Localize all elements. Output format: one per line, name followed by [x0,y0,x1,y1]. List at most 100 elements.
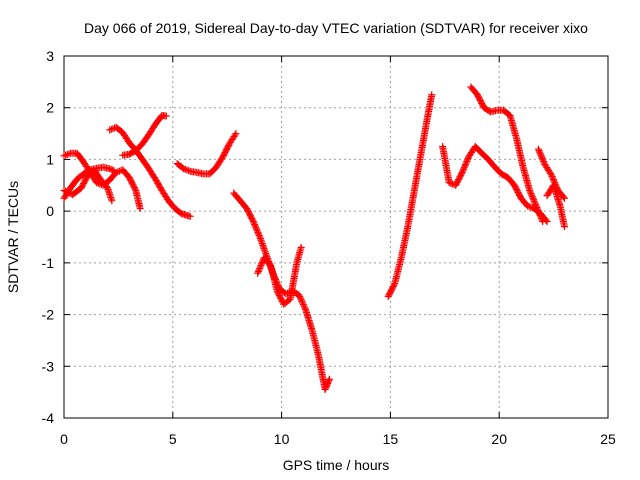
data-point [186,212,194,220]
x-tick-label: 15 [383,431,399,447]
series-arc12 [534,145,568,202]
data-point [461,162,469,170]
y-tick-label: 1 [46,151,54,167]
y-tick-label: 2 [46,100,54,116]
series-arc7 [230,189,333,394]
data-point [445,179,453,187]
data-point [255,266,263,274]
data-point [136,205,144,213]
data-point [60,152,68,160]
series-arc6 [173,130,240,178]
data-point [256,265,264,273]
data-point [458,168,466,176]
data-point [250,219,258,227]
data-point [527,203,535,211]
series-arc11 [467,83,547,225]
data-points [60,83,568,394]
data-point [462,159,470,167]
data-point [540,159,548,167]
y-axis-label: SDTVAR / TECUs [5,181,21,293]
data-point [131,185,139,193]
data-point [254,269,262,277]
data-point [106,126,114,134]
grid [64,56,608,418]
series-arc10 [439,143,551,225]
data-point [539,156,547,164]
x-tick-label: 25 [600,431,616,447]
data-point [322,383,330,391]
data-point [559,193,567,201]
data-point [528,191,536,199]
data-point [300,302,308,310]
data-point [321,386,329,394]
data-point [231,131,239,139]
data-point [255,230,263,238]
data-point [258,258,266,266]
data-point [181,165,189,173]
data-point [528,193,536,201]
data-point [534,207,542,215]
series-arc13 [543,181,568,231]
data-point [63,151,71,159]
data-point [464,154,472,162]
data-point [296,293,304,301]
data-point [460,164,468,172]
ticks: 0 5 10 15 20 25 -4 -3 -2 -1 0 1 2 3 [42,48,616,447]
data-point [251,222,259,230]
data-point [93,179,101,187]
data-point [460,165,468,173]
data-point [299,299,307,307]
data-point [527,190,535,198]
x-tick-label: 20 [491,431,507,447]
data-point [549,174,557,182]
data-point [254,228,262,236]
data-point [232,130,240,138]
data-point [322,384,330,392]
data-point [301,304,309,312]
x-tick-label: 10 [274,431,290,447]
data-point [525,203,533,211]
data-point [252,224,260,232]
data-point [536,150,544,158]
data-point [65,150,73,158]
data-point [324,380,332,388]
x-tick-label: 5 [169,431,177,447]
data-point [253,225,261,233]
data-point [251,221,259,229]
data-point [428,91,436,99]
data-point [297,243,305,251]
data-point [180,165,188,173]
data-point [548,172,556,180]
data-point [533,204,541,212]
data-point [530,196,538,204]
data-point [390,281,398,289]
data-point [325,375,333,383]
data-point [254,268,262,276]
series-arc4 [106,123,194,220]
data-point [298,297,306,305]
series-arc8 [254,243,305,308]
y-tick-label: 3 [46,48,54,64]
data-point [463,157,471,165]
data-point [536,211,544,219]
y-tick-label: -3 [42,358,55,374]
data-point [178,164,186,172]
data-point [535,147,543,155]
data-point [256,263,264,271]
data-point [255,231,263,239]
data-point [253,227,261,235]
data-point [108,197,116,205]
data-point [537,214,545,222]
data-point [109,166,117,174]
data-point [538,154,546,162]
data-point [110,167,118,175]
data-point [185,167,193,175]
chart-title: Day 066 of 2019, Sidereal Day-to-day VTE… [84,20,588,36]
y-tick-label: -4 [42,410,55,426]
data-point [529,194,537,202]
data-point [537,213,545,221]
data-point [523,202,531,210]
data-point [538,216,546,224]
series-arc5 [119,111,170,159]
data-point [459,167,467,175]
